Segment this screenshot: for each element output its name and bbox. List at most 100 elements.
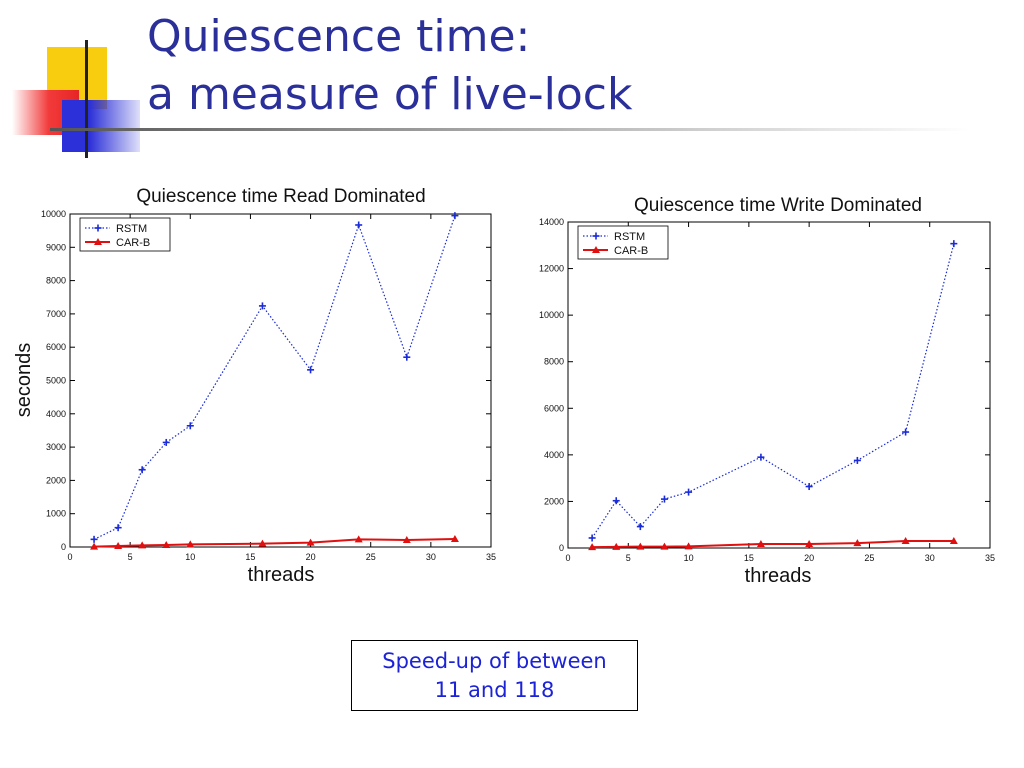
data-point-rstm — [403, 353, 411, 361]
x-tick-label: 30 — [426, 552, 436, 562]
x-tick-label: 10 — [185, 552, 195, 562]
data-point-carb — [853, 539, 862, 547]
x-tick-label: 15 — [245, 552, 255, 562]
x-tick-label: 10 — [684, 553, 694, 563]
data-point-rstm — [588, 534, 596, 542]
y-tick-label: 9000 — [46, 242, 66, 252]
deco-blue-square — [62, 100, 140, 152]
y-tick-label: 0 — [61, 542, 66, 552]
x-tick-label: 20 — [306, 552, 316, 562]
y-tick-label: 4000 — [544, 450, 564, 460]
chart-title: Quiescence time Write Dominated — [634, 195, 922, 216]
y-tick-label: 12000 — [539, 264, 564, 274]
data-point-rstm — [853, 456, 861, 464]
legend: RSTM CAR-B — [79, 217, 171, 252]
y-tick-label: 7000 — [46, 309, 66, 319]
legend-label-car-b: CAR-B — [116, 237, 150, 249]
x-tick-label: 0 — [565, 553, 570, 563]
y-tick-label: 0 — [559, 543, 564, 553]
data-point-carb — [660, 542, 669, 550]
data-point-rstm — [138, 466, 146, 474]
data-point-carb — [756, 540, 765, 548]
x-tick-label: 20 — [804, 553, 814, 563]
data-point-rstm — [90, 535, 98, 543]
slide-title: Quiescence time: a measure of live-lock — [147, 8, 632, 124]
data-point-rstm — [612, 497, 620, 505]
data-point-rstm — [950, 240, 958, 248]
legend-box — [577, 225, 669, 260]
y-tick-label: 6000 — [544, 403, 564, 413]
y-tick-label: 5000 — [46, 376, 66, 386]
title-line-2: a measure of live-lock — [147, 69, 633, 120]
data-point-rstm — [114, 524, 122, 532]
data-point-carb — [114, 542, 123, 550]
x-tick-label: 5 — [128, 552, 133, 562]
y-tick-label: 8000 — [544, 357, 564, 367]
plot-frame — [69, 213, 492, 548]
legend-marker-triangle — [592, 246, 600, 253]
y-tick-label: 1000 — [46, 509, 66, 519]
y-tick-label: 10000 — [539, 310, 564, 320]
x-tick-label: 35 — [985, 553, 995, 563]
legend-marker-triangle — [94, 238, 102, 245]
legend-label-rstm: RSTM — [614, 231, 645, 243]
chart-title: Quiescence time Read Dominated — [136, 186, 425, 207]
data-point-rstm — [307, 366, 315, 374]
x-tick-label: 35 — [486, 552, 496, 562]
data-point-rstm — [258, 302, 266, 310]
y-tick-label: 14000 — [539, 217, 564, 227]
data-point-carb — [162, 541, 171, 549]
y-tick-label: 10000 — [41, 209, 66, 219]
data-point-rstm — [805, 483, 813, 491]
data-point-carb — [354, 535, 363, 543]
data-point-rstm — [902, 428, 910, 436]
y-tick-label: 4000 — [46, 409, 66, 419]
speedup-callout: Speed-up of between 11 and 118 — [351, 640, 638, 711]
title-underline — [50, 128, 970, 131]
callout-line-2: 11 and 118 — [434, 677, 555, 702]
data-point-rstm — [355, 221, 363, 229]
legend: RSTM CAR-B — [577, 225, 669, 260]
callout-line-1: Speed-up of between — [382, 648, 607, 673]
data-point-carb — [306, 538, 315, 546]
data-point-carb — [186, 540, 195, 548]
data-point-rstm — [685, 488, 693, 496]
y-tick-label: 2000 — [544, 496, 564, 506]
data-point-carb — [612, 542, 621, 550]
x-tick-label: 25 — [366, 552, 376, 562]
deco-vertical-line — [85, 40, 88, 158]
data-point-rstm — [451, 212, 459, 220]
y-tick-label: 8000 — [46, 276, 66, 286]
data-point-rstm — [162, 438, 170, 446]
data-point-rstm — [636, 523, 644, 531]
data-point-carb — [684, 542, 693, 550]
data-point-carb — [636, 542, 645, 550]
data-point-rstm — [186, 422, 194, 430]
legend-label-car-b: CAR-B — [614, 245, 648, 257]
y-tick-label: 2000 — [46, 475, 66, 485]
plot-frame — [567, 221, 991, 549]
y-tick-label: 6000 — [46, 342, 66, 352]
title-line-1: Quiescence time: — [147, 11, 531, 62]
legend-box — [79, 217, 171, 252]
series-line-car-b — [592, 540, 954, 549]
x-tick-label: 30 — [925, 553, 935, 563]
data-point-carb — [90, 542, 99, 550]
x-tick-label: 15 — [744, 553, 754, 563]
x-tick-label: 5 — [626, 553, 631, 563]
data-point-carb — [805, 540, 814, 548]
x-axis-label: threads — [248, 564, 315, 586]
y-tick-label: 3000 — [46, 442, 66, 452]
x-tick-label: 25 — [864, 553, 874, 563]
data-point-rstm — [757, 453, 765, 461]
y-axis-label: seconds — [13, 343, 35, 418]
data-point-carb — [901, 537, 910, 545]
data-point-carb — [258, 539, 267, 547]
chart-read-dominated: Quiescence time Read Dominated 0 5 10 15 20 25… — [13, 186, 496, 586]
x-axis-label: threads — [745, 565, 812, 587]
data-point-carb — [450, 535, 459, 543]
series-line-car-b — [94, 538, 455, 548]
x-tick-label: 0 — [67, 552, 72, 562]
chart-write-dominated: Quiescence time Write Dominated 0 5 10 15 20 2… — [539, 195, 995, 587]
series-line-rstm — [93, 215, 456, 540]
